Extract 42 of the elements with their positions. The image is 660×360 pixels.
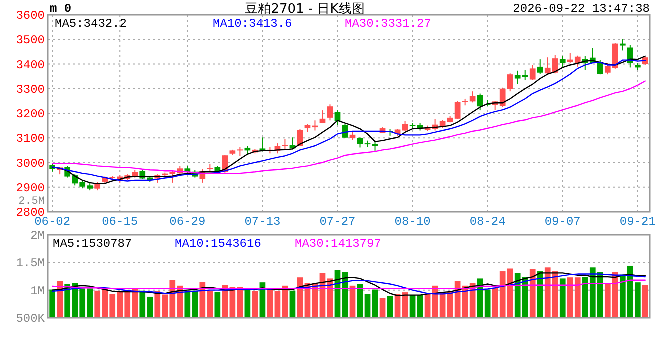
y-tick-label: 3100 <box>16 132 45 146</box>
y-tick-label: 3300 <box>16 82 45 97</box>
candlestick <box>537 59 544 75</box>
x-tick-label: 07-27 <box>320 215 356 229</box>
text: 2.5M <box>18 196 45 208</box>
candlestick <box>560 56 566 68</box>
y-tick-label: 3500 <box>16 34 45 48</box>
y-tick-label: 3400 <box>16 58 45 72</box>
y-tick-label: 500K <box>16 312 46 326</box>
y-tick-label: 1.5M <box>16 256 45 271</box>
x-tick-label: 06-29 <box>170 215 206 229</box>
x-tick-label: 09-21 <box>620 215 656 229</box>
candlestick <box>320 110 326 124</box>
annotation: m 0 <box>50 2 72 16</box>
y-tick-label: 3000 <box>16 156 45 171</box>
y-tick-label: 3600 <box>16 9 45 23</box>
x-tick-label: 09-07 <box>544 215 581 229</box>
x-tick-label: 08-10 <box>394 215 431 229</box>
candlestick <box>620 38 626 52</box>
text: MA5:1530787 <box>53 237 132 251</box>
candlestick <box>282 138 288 150</box>
candlestick <box>597 60 604 76</box>
text: MA10:3413.6 <box>213 17 292 31</box>
y-tick-label: 2900 <box>16 181 45 196</box>
y-tick-label: 1M <box>30 284 45 298</box>
chart-title: 豆粕2701 - 日K线图 <box>245 2 365 17</box>
y-tick-label: 3200 <box>16 108 45 122</box>
candlestick <box>454 100 461 120</box>
line-series <box>52 280 646 290</box>
x-tick-label: 08-24 <box>470 215 506 229</box>
x-tick-label: 07-13 <box>244 215 281 229</box>
candlestick <box>357 137 364 148</box>
text: MA30:3331.27 <box>345 17 432 31</box>
y-tick-label: 2M <box>30 229 45 243</box>
text: MA10:1543616 <box>175 237 262 251</box>
text: MA5:3432.2 <box>55 17 128 31</box>
x-tick-label: 06-15 <box>102 215 138 229</box>
candlestick <box>402 120 408 132</box>
candlestick <box>327 104 334 122</box>
annotation: 2026-09-22 13:47:38 <box>513 2 650 16</box>
candlestick <box>530 64 536 81</box>
text: MA30:1413797 <box>295 237 382 251</box>
